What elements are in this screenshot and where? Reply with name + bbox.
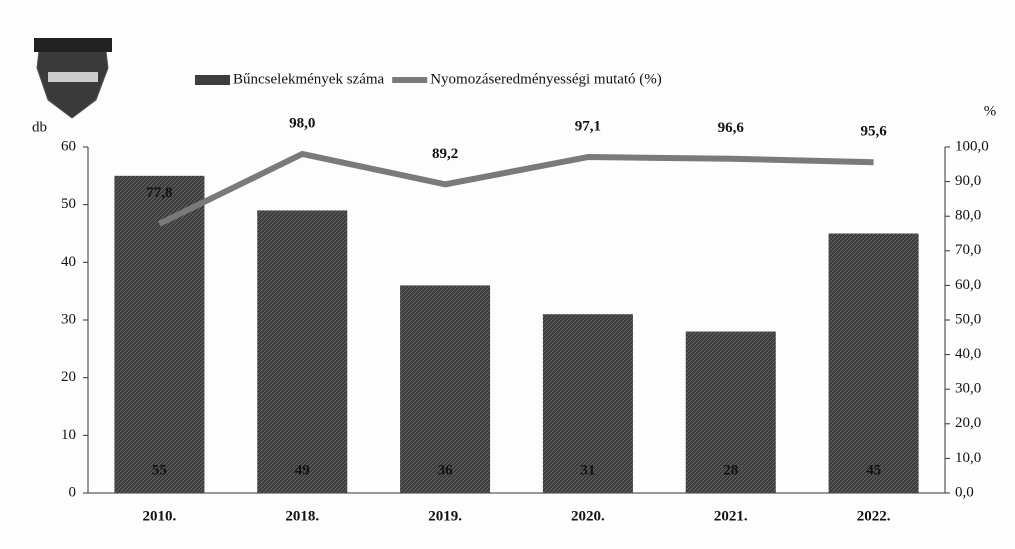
y2-tick-label: 90,0 bbox=[955, 173, 981, 189]
line-value-label: 98,0 bbox=[289, 115, 315, 131]
y2-tick-label: 10,0 bbox=[955, 450, 981, 466]
y-tick-label: 0 bbox=[69, 484, 77, 500]
line-value-label: 95,6 bbox=[860, 124, 887, 140]
bar-texture bbox=[400, 285, 491, 493]
legend-label: Bűncselekmények száma bbox=[233, 71, 385, 87]
line bbox=[158, 150, 874, 227]
y-tick-label: 10 bbox=[61, 427, 76, 443]
legend-swatch bbox=[195, 75, 230, 85]
legend-label: Nyomozáseredményességi mutató (%) bbox=[430, 71, 662, 87]
bar-texture bbox=[828, 233, 919, 493]
y2-tick-label: 60,0 bbox=[955, 277, 981, 293]
logo bbox=[34, 38, 112, 119]
y2-tick-label: 40,0 bbox=[955, 346, 981, 362]
x-tick-label: 2020. bbox=[571, 508, 605, 524]
y-tick-label: 40 bbox=[61, 254, 76, 270]
bar-value-label: 36 bbox=[438, 462, 454, 478]
y-tick-label: 50 bbox=[61, 196, 76, 212]
y2-tick-label: 30,0 bbox=[955, 381, 981, 397]
bar-texture bbox=[685, 331, 776, 493]
line-value-label: 89,2 bbox=[432, 146, 458, 162]
x-tick-label: 2018. bbox=[285, 508, 319, 524]
x-tick-label: 2022. bbox=[857, 508, 891, 524]
y2-tick-label: 0,0 bbox=[955, 484, 974, 500]
line-value-label: 97,1 bbox=[575, 118, 601, 134]
x-tick-label: 2019. bbox=[428, 508, 462, 524]
bar-texture bbox=[257, 210, 348, 493]
x-tick-label: 2010. bbox=[143, 508, 177, 524]
y2-tick-label: 100,0 bbox=[955, 138, 989, 154]
y2-tick-label: 70,0 bbox=[955, 242, 981, 258]
y-tick-label: 30 bbox=[61, 311, 76, 327]
line-value-label: 77,8 bbox=[146, 185, 172, 201]
line-value-label: 96,6 bbox=[718, 120, 745, 136]
y2-tick-label: 20,0 bbox=[955, 415, 981, 431]
y2-tick-label: 80,0 bbox=[955, 208, 981, 224]
y-tick-label: 20 bbox=[61, 369, 76, 385]
y2-axis-label: % bbox=[984, 103, 997, 119]
y-tick-label: 60 bbox=[61, 138, 76, 154]
bar-texture bbox=[114, 175, 205, 494]
y-axis-label: db bbox=[32, 119, 47, 135]
y2-tick-label: 50,0 bbox=[955, 311, 981, 327]
x-tick-label: 2021. bbox=[714, 508, 748, 524]
bar-value-label: 55 bbox=[152, 462, 167, 478]
bar-value-label: 28 bbox=[723, 462, 738, 478]
bar-value-label: 49 bbox=[295, 462, 310, 478]
bar-value-label: 45 bbox=[866, 462, 881, 478]
bar-texture bbox=[542, 314, 633, 493]
bar-value-label: 31 bbox=[580, 462, 595, 478]
